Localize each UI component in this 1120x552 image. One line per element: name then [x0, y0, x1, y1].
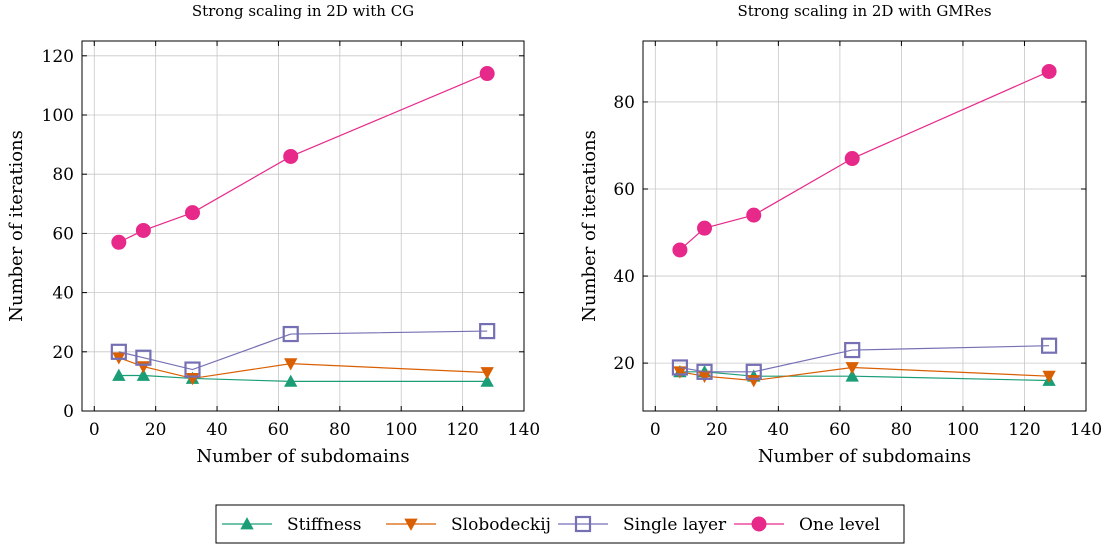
series-slobodeckij — [112, 352, 494, 386]
series-stiffness — [673, 364, 1056, 386]
x-tick-label: 0 — [89, 420, 100, 440]
data-point-single-layer — [1040, 337, 1058, 354]
chart-cg: Strong scaling in 2D with CG 0 20 40 60 80 100… — [6, 2, 540, 467]
data-point-one-level — [185, 205, 200, 221]
x-axis-label: Number of subdomains — [196, 446, 409, 467]
chart-gmres: Strong scaling in 2D with GMRes 0 20 40 60 80… — [579, 2, 1102, 467]
data-point-stiffness — [112, 368, 126, 381]
legend-item-one-level: One level — [734, 515, 880, 535]
y-axis-label: Number of iterations — [579, 130, 600, 322]
legend-label-one-level: One level — [799, 515, 880, 535]
data-point-single-layer — [135, 349, 152, 366]
y-tick-label: 80 — [613, 93, 635, 113]
data-point-one-level — [672, 242, 688, 258]
legend-item-stiffness: Stiffness — [222, 515, 361, 535]
x-axis-label: Number of subdomains — [758, 446, 971, 467]
x-tick-label: 0 — [650, 420, 661, 440]
x-tick-label: 100 — [947, 420, 979, 440]
x-tick-label: 140 — [508, 420, 540, 440]
legend-item-slobodeckij: Slobodeckij — [386, 515, 551, 535]
x-tick-label: 40 — [768, 420, 790, 440]
y-tick-label: 60 — [613, 180, 635, 200]
chart-title-cg: Strong scaling in 2D with CG — [192, 2, 414, 20]
legend-item-single-layer: Single layer — [558, 515, 727, 535]
data-point-slobodeckij — [697, 370, 712, 384]
data-point-one-level — [479, 66, 495, 82]
y-tick-label: 20 — [613, 354, 635, 374]
series-single-layer — [110, 322, 496, 378]
y-axis-label: Number of iterations — [6, 130, 27, 322]
x-tick-label: 80 — [329, 420, 351, 440]
y-tick-label: 120 — [42, 47, 74, 67]
x-tick-label: 60 — [268, 420, 290, 440]
legend-marker-slobodeckij — [404, 518, 418, 531]
series-stiffness — [112, 368, 494, 387]
data-point-single-layer — [282, 325, 299, 343]
x-tick-label: 120 — [446, 420, 478, 440]
data-point-one-level — [1041, 63, 1057, 79]
series-line-slobodeckij — [118, 357, 488, 380]
data-point-single-layer — [745, 363, 762, 380]
series-line-one-level — [118, 73, 488, 243]
data-point-one-level — [844, 151, 860, 167]
y-tick-label: 40 — [52, 284, 74, 304]
x-tick-label: 40 — [206, 420, 228, 440]
x-tick-label: 80 — [891, 420, 913, 440]
data-point-single-layer — [110, 343, 127, 360]
legend-marker-one-level — [751, 516, 767, 532]
data-point-single-layer — [184, 361, 201, 378]
x-tick-label: 100 — [385, 420, 417, 440]
data-point-slobodeckij — [845, 362, 859, 375]
series-single-layer — [671, 337, 1058, 380]
data-point-single-layer — [696, 363, 713, 380]
series-line-single-layer — [679, 345, 1050, 373]
y-tick-label: 0 — [63, 402, 74, 422]
data-point-one-level — [111, 234, 127, 250]
y-tick-label: 80 — [52, 165, 74, 185]
data-point-stiffness — [480, 374, 494, 387]
x-tick-label: 120 — [1008, 420, 1040, 440]
series-one-level — [111, 66, 495, 250]
legend-label-slobodeckij: Slobodeckij — [451, 515, 551, 535]
data-point-one-level — [135, 222, 151, 238]
data-point-single-layer — [479, 322, 496, 340]
data-point-stiffness — [284, 374, 298, 387]
data-point-slobodeckij — [480, 367, 494, 380]
series-line-single-layer — [118, 330, 488, 371]
chart-title-gmres: Strong scaling in 2D with GMRes — [737, 2, 991, 20]
data-point-slobodeckij — [284, 358, 298, 371]
plot-frame — [642, 40, 1087, 412]
legend-label-stiffness: Stiffness — [287, 515, 361, 535]
data-point-stiffness — [136, 368, 151, 381]
legend: Stiffness Slobodeckij Single layer One leve… — [215, 504, 905, 544]
legend-marker-stiffness — [240, 517, 254, 530]
y-tick-label: 40 — [613, 267, 635, 287]
y-tick-label: 100 — [42, 106, 74, 126]
data-point-slobodeckij — [1042, 370, 1056, 384]
series-one-level — [672, 63, 1057, 258]
legend-marker-single-layer — [574, 515, 592, 533]
y-tick-label: 60 — [52, 224, 74, 244]
data-point-single-layer — [844, 341, 861, 359]
x-tick-label: 20 — [145, 420, 167, 440]
data-point-stiffness — [845, 369, 859, 382]
data-point-one-level — [697, 220, 713, 236]
legend-label-single-layer: Single layer — [623, 515, 727, 535]
x-tick-label: 20 — [706, 420, 728, 440]
data-point-one-level — [283, 148, 299, 164]
data-point-slobodeckij — [673, 366, 687, 379]
y-tick-label: 20 — [52, 343, 74, 363]
plot-frame — [81, 40, 525, 412]
series-line-stiffness — [118, 374, 488, 382]
x-tick-label: 140 — [1070, 420, 1102, 440]
x-tick-label: 60 — [829, 420, 851, 440]
data-point-one-level — [746, 207, 762, 223]
data-point-single-layer — [671, 359, 689, 376]
series-line-one-level — [679, 70, 1050, 251]
